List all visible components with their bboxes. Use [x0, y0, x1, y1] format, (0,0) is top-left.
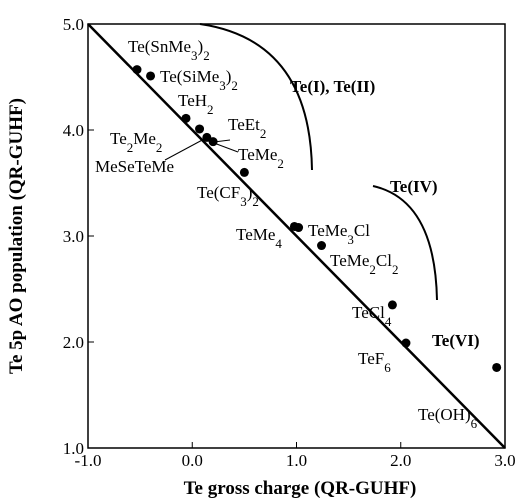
leader-line — [213, 142, 239, 153]
point-label: TeEt2 — [228, 115, 266, 141]
region-label: Te(VI) — [432, 331, 480, 350]
region-arc — [372, 185, 438, 301]
point-label: TeMe2Cl2 — [330, 251, 398, 277]
x-tick-label: 2.0 — [390, 451, 411, 470]
x-axis-label: Te gross charge (QR-GUHF) — [184, 478, 417, 499]
point-label: Te(SiMe3)2 — [160, 67, 238, 93]
data-point — [208, 137, 218, 147]
y-tick-label: 4.0 — [63, 121, 84, 140]
point-label: Te(CF3)2 — [197, 183, 259, 209]
point-label: Te2Me2 — [110, 129, 162, 155]
fit-line — [87, 23, 506, 449]
y-tick-label: 5.0 — [63, 15, 84, 34]
point-label: TeMe4 — [236, 225, 282, 251]
data-point — [294, 223, 304, 233]
data-point — [317, 241, 327, 251]
x-tick-label: 3.0 — [494, 451, 515, 470]
point-label: TeMe2 — [238, 145, 284, 171]
point-label: TeMe3Cl — [308, 221, 370, 247]
data-point — [239, 167, 249, 177]
data-point — [146, 71, 156, 81]
region-arc — [199, 23, 313, 171]
data-point — [181, 113, 191, 123]
point-label: TeH2 — [178, 91, 214, 117]
data-point — [401, 338, 411, 348]
x-tick-label: 1.0 — [286, 451, 307, 470]
region-label: Te(IV) — [390, 177, 438, 196]
point-label: TeCl4 — [352, 303, 392, 329]
point-label: Te(SnMe3)2 — [128, 37, 210, 63]
data-point — [195, 124, 205, 134]
y-tick-label: 2.0 — [63, 333, 84, 352]
region-label: Te(I), Te(II) — [290, 77, 375, 96]
point-label: Te(OH)6 — [418, 405, 478, 431]
y-tick-label: 3.0 — [63, 227, 84, 246]
data-point — [492, 362, 502, 372]
x-tick-label: 0.0 — [182, 451, 203, 470]
point-label: MeSeTeMe — [95, 157, 174, 176]
y-tick-label: 1.0 — [63, 439, 84, 458]
y-axis-label: Te 5p AO population (QR-GUHF) — [6, 98, 27, 374]
x-tick-label: -1.0 — [75, 451, 102, 470]
data-point — [387, 300, 397, 310]
point-label: TeF6 — [358, 349, 391, 375]
leader-line — [164, 137, 207, 161]
data-point — [132, 65, 142, 75]
